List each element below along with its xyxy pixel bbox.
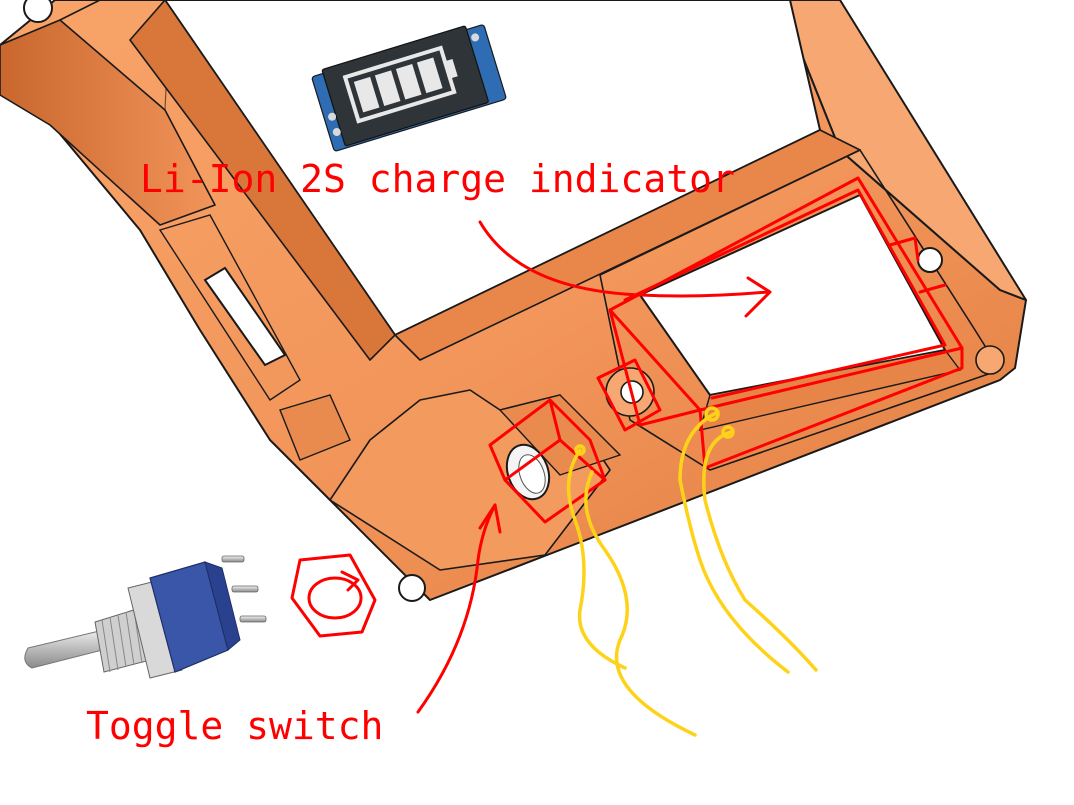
hex-nut-sketch-icon [290,553,377,638]
annotation-sketches [290,176,964,714]
toggle-arrow [416,503,497,714]
side-slot [203,266,287,367]
wires [566,406,818,737]
wire-indicator-2 [702,430,818,672]
charge-arrow [478,220,770,298]
wire-indicator-1 [678,410,790,674]
frame-left-channel [0,19,216,226]
mini-toggle-switch-icon [24,555,267,679]
battery-level-display-module-icon [311,24,507,152]
frame-right-rail [779,0,1027,301]
enclosure-frame [0,0,1027,602]
mount-hole-corner [975,345,1005,375]
mount-hole-top [23,0,53,23]
wire-switch-2 [584,470,697,737]
mount-hole-right [917,247,943,273]
wire-switch-1 [566,448,627,670]
mount-hole-bottom [398,574,426,602]
